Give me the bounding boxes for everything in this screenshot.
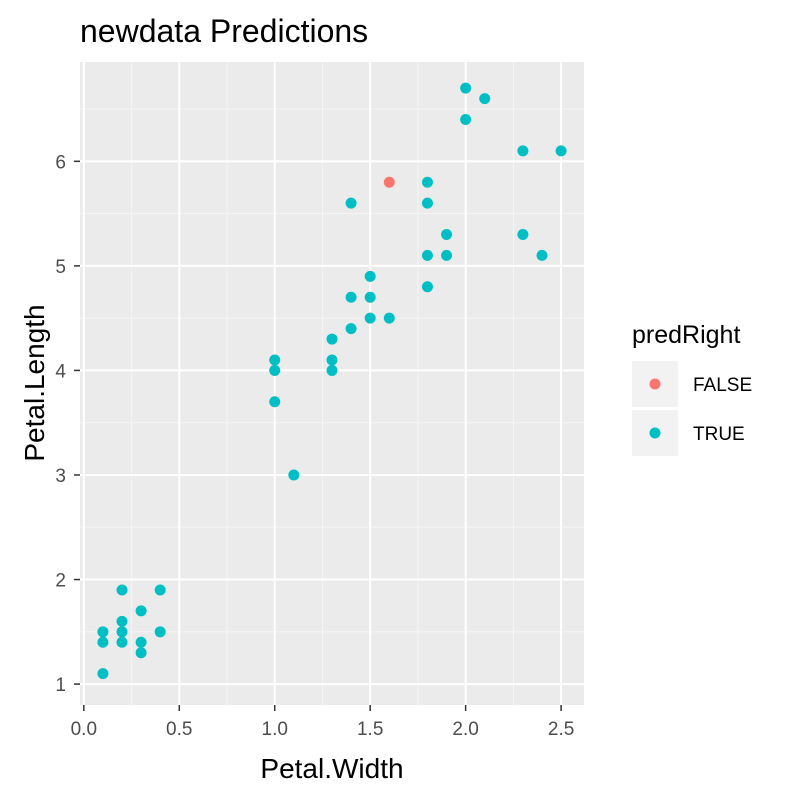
x-tick-label: 0.0 <box>71 719 97 740</box>
data-point-true <box>479 93 491 105</box>
x-tick-label: 1.0 <box>262 719 288 740</box>
chart-title: newdata Predictions <box>80 13 368 49</box>
data-point-true <box>364 291 376 303</box>
y-tick-label: 5 <box>55 257 66 278</box>
data-point-true <box>421 176 433 188</box>
x-axis-title: Petal.Width <box>260 753 403 784</box>
plot-panel <box>80 62 584 705</box>
data-point-true <box>269 354 281 366</box>
data-point-true <box>517 145 529 157</box>
data-point-true <box>345 323 357 335</box>
data-point-true <box>441 229 453 241</box>
data-point-true <box>364 270 376 282</box>
y-tick-label: 6 <box>55 152 66 173</box>
x-tick-label: 0.5 <box>166 719 192 740</box>
data-point-true <box>326 333 338 345</box>
legend-key-marker <box>649 378 661 390</box>
data-point-true <box>269 364 281 376</box>
data-point-true <box>97 668 109 680</box>
data-point-true <box>460 114 472 126</box>
legend-key-marker <box>649 427 661 439</box>
legend-item-false: FALSE <box>632 361 752 407</box>
y-tick-label: 2 <box>55 571 66 592</box>
x-tick-label: 2.5 <box>548 719 574 740</box>
data-point-true <box>116 584 128 596</box>
data-point-true <box>288 469 300 481</box>
data-point-true <box>421 249 433 261</box>
data-point-true <box>269 396 281 408</box>
y-axis-title: Petal.Length <box>19 304 50 461</box>
data-point-true <box>97 636 109 648</box>
legend-label: TRUE <box>693 424 745 445</box>
legend-items: FALSE TRUE <box>632 361 752 456</box>
data-point-true <box>326 364 338 376</box>
data-point-true <box>154 626 166 638</box>
legend-title: predRight <box>632 321 740 349</box>
legend: predRight FALSE TRUE <box>632 321 752 456</box>
data-point-true <box>383 312 395 324</box>
data-point-true <box>345 197 357 209</box>
data-point-true <box>326 354 338 366</box>
data-point-true <box>460 82 472 94</box>
x-tick-label: 1.5 <box>357 719 383 740</box>
data-points <box>97 82 567 680</box>
data-point-true <box>135 647 147 659</box>
data-point-false <box>383 176 395 188</box>
data-point-true <box>345 291 357 303</box>
x-tick-label: 2.0 <box>452 719 478 740</box>
legend-label: FALSE <box>693 375 752 396</box>
x-axis-ticks: 0.0 0.5 1.0 1.5 2.0 2.5 <box>71 705 574 740</box>
data-point-true <box>116 636 128 648</box>
data-point-true <box>536 249 548 261</box>
data-point-true <box>116 626 128 638</box>
data-point-true <box>421 197 433 209</box>
y-tick-label: 1 <box>55 675 66 696</box>
data-point-true <box>135 605 147 617</box>
data-point-true <box>555 145 567 157</box>
data-point-true <box>517 229 529 241</box>
y-tick-label: 4 <box>55 361 66 382</box>
data-point-true <box>97 626 109 638</box>
legend-item-true: TRUE <box>632 410 745 456</box>
data-point-true <box>364 312 376 324</box>
data-point-true <box>441 249 453 261</box>
y-axis-ticks: 1 2 3 4 5 6 <box>55 152 80 696</box>
data-point-true <box>154 584 166 596</box>
data-point-true <box>421 281 433 293</box>
data-point-true <box>116 615 128 627</box>
data-point-true <box>135 636 147 648</box>
y-tick-label: 3 <box>55 466 66 487</box>
major-gridlines <box>80 62 584 705</box>
